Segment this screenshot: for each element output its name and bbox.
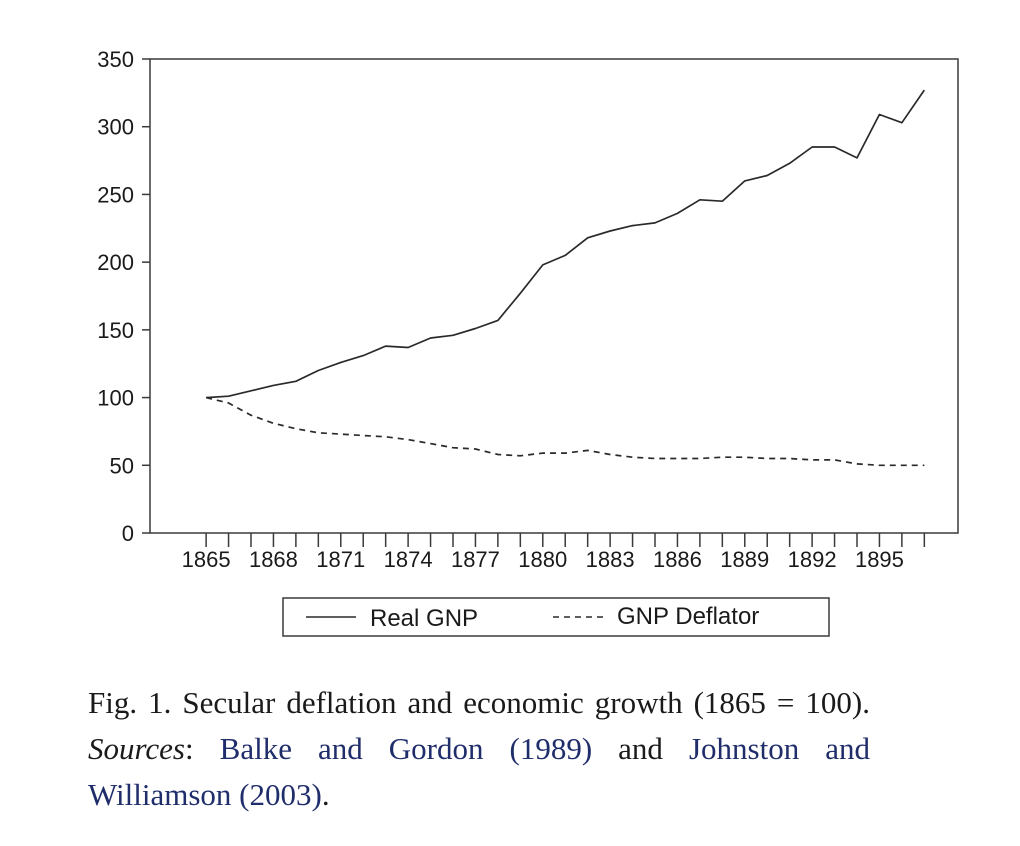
reference-link-balke-gordon[interactable]: Balke and Gordon (1989) bbox=[219, 731, 593, 766]
x-tick-label: 1877 bbox=[451, 547, 500, 572]
plot-frame bbox=[149, 58, 959, 534]
x-tick-label: 1883 bbox=[586, 547, 635, 572]
y-tick-label: 0 bbox=[122, 521, 134, 546]
x-tick-label: 1886 bbox=[653, 547, 702, 572]
x-tick-label: 1880 bbox=[518, 547, 567, 572]
caption-period: . bbox=[321, 777, 330, 812]
caption-and: and bbox=[592, 731, 689, 766]
legend: Real GNP GNP Deflator bbox=[282, 597, 830, 637]
y-tick-label: 200 bbox=[97, 250, 134, 275]
y-tick-label: 150 bbox=[97, 318, 134, 343]
x-tick-label: 1865 bbox=[182, 547, 231, 572]
legend-label-real-gnp: Real GNP bbox=[370, 605, 478, 632]
y-tick-label: 350 bbox=[97, 47, 134, 72]
y-tick-label: 300 bbox=[97, 115, 134, 140]
legend-box bbox=[282, 597, 830, 637]
figure-caption: Fig. 1. Secular deflation and economic g… bbox=[88, 680, 870, 818]
series-line-gnp-deflator bbox=[205, 396, 925, 467]
y-axis: 0 50 100 150 200 250 300 350 bbox=[97, 47, 150, 546]
x-tick-label: 1874 bbox=[384, 547, 433, 572]
x-tick-label: 1892 bbox=[788, 547, 837, 572]
series-layer bbox=[205, 89, 926, 467]
caption-sources-label: Sources bbox=[88, 731, 185, 766]
caption-colon: : bbox=[185, 731, 220, 766]
x-tick-label: 1895 bbox=[855, 547, 904, 572]
y-tick-label: 50 bbox=[110, 453, 134, 478]
legend-label-gnp-deflator: GNP Deflator bbox=[617, 603, 759, 630]
caption-text: Fig. 1. Secular deflation and economic g… bbox=[88, 685, 870, 720]
x-tick-label: 1868 bbox=[249, 547, 298, 572]
y-tick-label: 100 bbox=[97, 386, 134, 411]
series-line-real-gnp bbox=[206, 89, 926, 399]
x-axis: 1865 1868 1871 1874 1877 1880 1883 1886 1889 1892… bbox=[182, 533, 926, 572]
x-tick-label: 1871 bbox=[316, 547, 365, 572]
reference-link-johnston-williamson[interactable]: Johnston and Williamson (2003) bbox=[88, 731, 870, 812]
y-tick-label: 250 bbox=[97, 182, 134, 207]
x-tick-label: 1889 bbox=[720, 547, 769, 572]
